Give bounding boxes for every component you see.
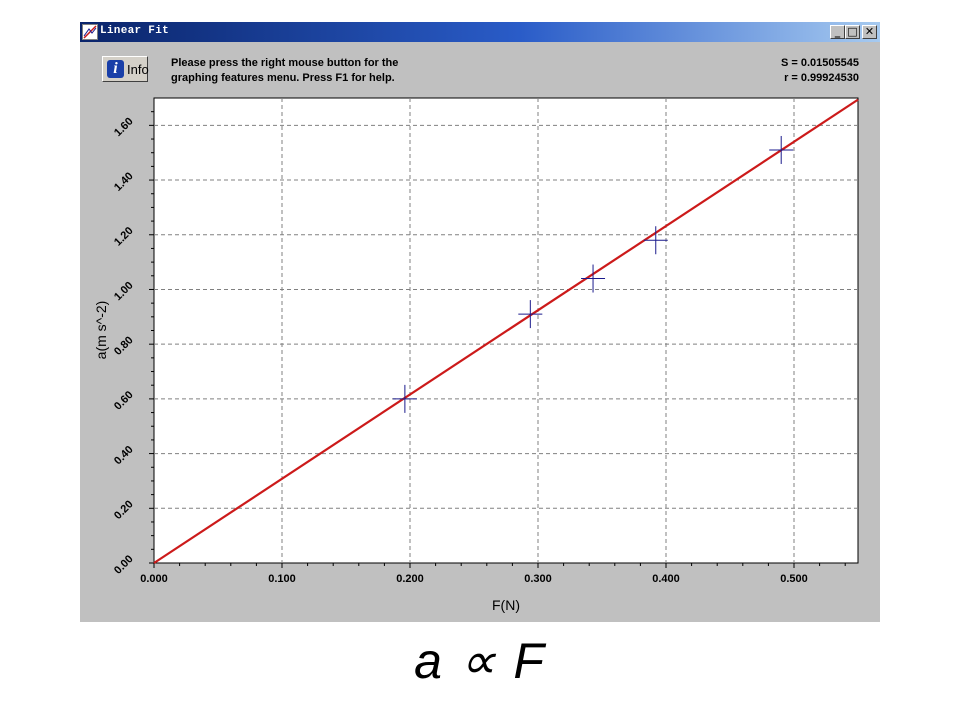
data-point	[518, 300, 543, 329]
linear-fit-window: Linear Fit _ □ ✕ i Info Please press the…	[80, 22, 880, 622]
y-tick-label: 0.20	[112, 498, 136, 522]
help-text-line-1: Please press the right mouse button for …	[171, 57, 399, 69]
y-axis-label: a(m s^-2)	[93, 301, 109, 360]
info-button[interactable]: i Info	[102, 56, 149, 82]
x-axis-label: F(N)	[492, 597, 520, 613]
x-tick-label: 0.100	[268, 573, 296, 585]
fit-line-group	[153, 98, 859, 564]
grid-lines	[154, 98, 858, 563]
std-error-value: S = 0.01505545	[781, 57, 859, 69]
axis-ticks	[149, 111, 846, 568]
y-tick-label: 0.40	[112, 444, 136, 468]
x-tick-label: 0.400	[652, 573, 680, 585]
x-tick-label: 0.500	[780, 573, 808, 585]
x-tick-label: 0.000	[140, 573, 168, 585]
graph-area[interactable]: 0.000 0.100 0.200 0.300 0.400 0.500 0.00 0.20 0.…	[80, 22, 880, 622]
y-tick-label: 1.00	[112, 280, 136, 304]
fit-line	[153, 98, 859, 564]
y-tick-label: 1.60	[112, 115, 136, 139]
data-markers	[392, 135, 794, 413]
title-bar[interactable]: Linear Fit _ □ ✕	[80, 22, 880, 42]
y-tick-label: 1.40	[112, 170, 136, 194]
help-text-line-2: graphing features menu. Press F1 for hel…	[171, 72, 395, 84]
window-title: Linear Fit	[100, 25, 170, 37]
correlation-value: r = 0.99924530	[784, 72, 859, 84]
app-icon	[82, 24, 98, 40]
y-tick-label: 0.80	[112, 334, 136, 358]
x-tick-label: 0.300	[524, 573, 552, 585]
y-tick-label: 1.20	[112, 225, 136, 249]
restore-button[interactable]: □	[845, 25, 860, 39]
data-point	[392, 384, 417, 413]
info-icon: i	[107, 60, 124, 78]
x-tick-label: 0.200	[396, 573, 424, 585]
close-button[interactable]: ✕	[862, 25, 877, 39]
minimize-button[interactable]: _	[830, 25, 845, 39]
data-point	[769, 135, 794, 164]
y-tick-label: 0.60	[112, 389, 136, 413]
data-point	[581, 264, 606, 293]
info-button-label: Info	[127, 62, 149, 77]
y-tick-label: 0.00	[112, 553, 136, 577]
data-point	[643, 226, 668, 255]
proportionality-formula: a ∝ F	[414, 633, 546, 689]
